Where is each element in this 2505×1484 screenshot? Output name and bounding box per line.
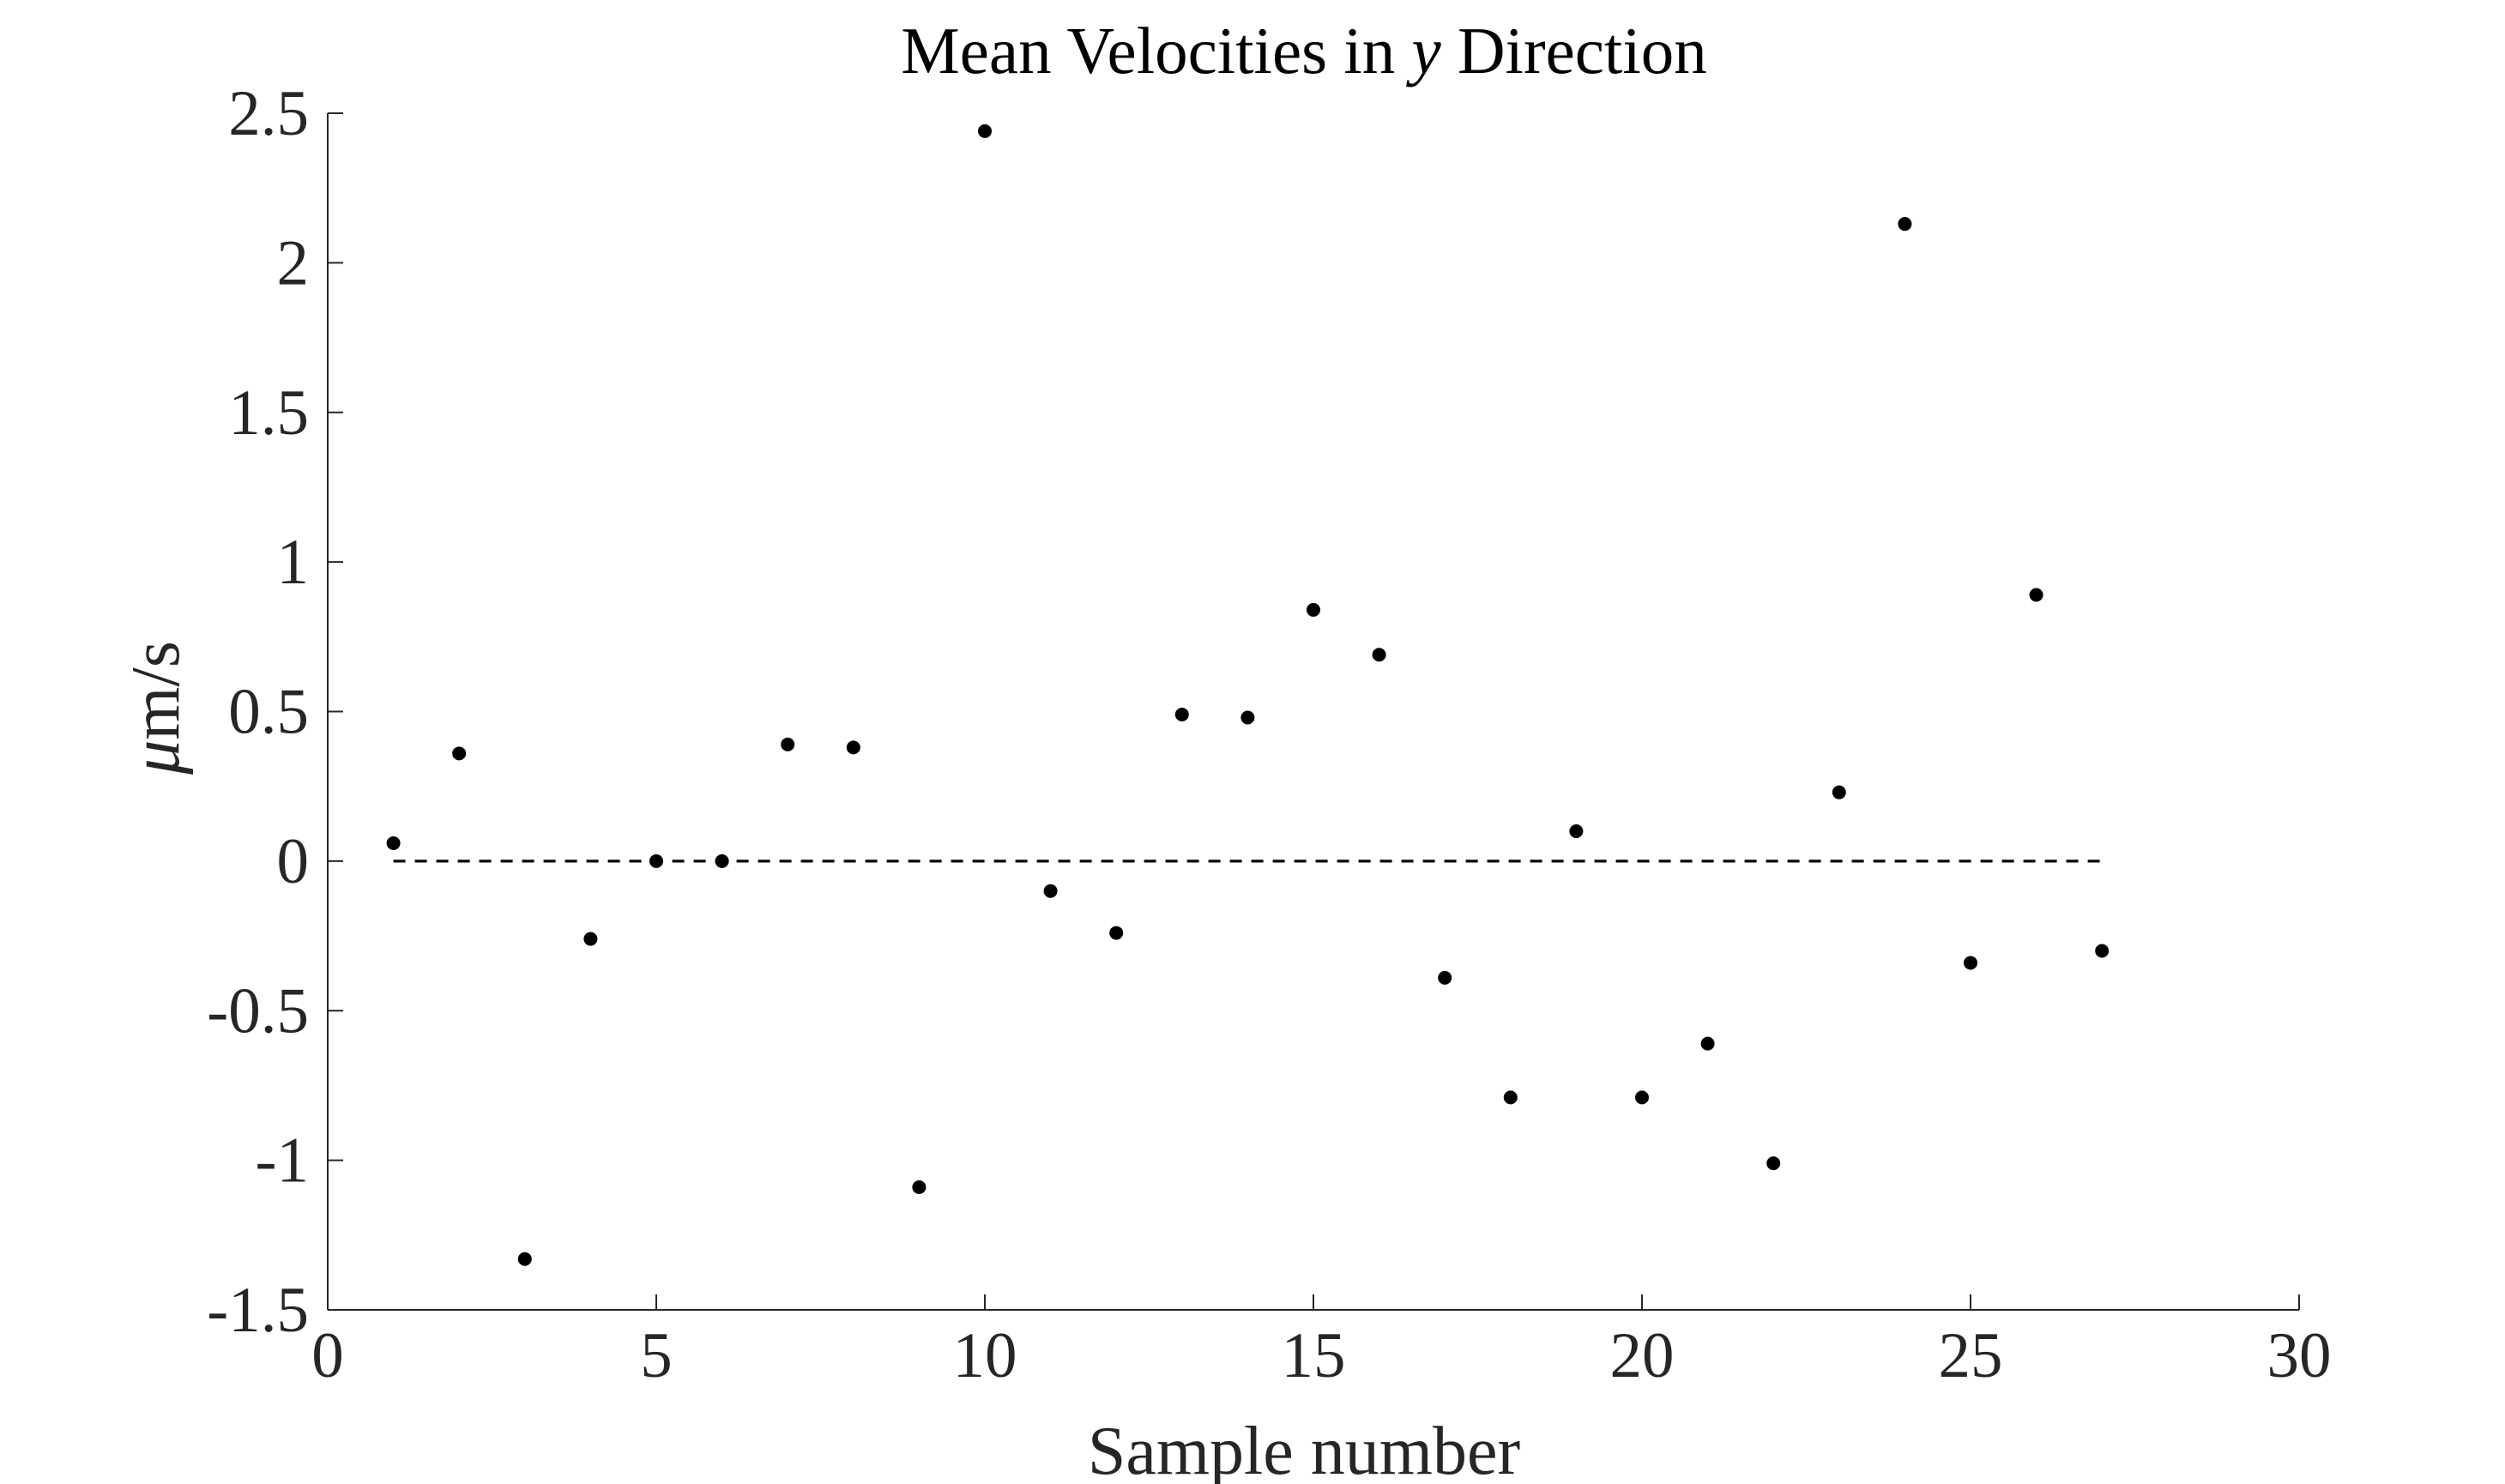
y-tick-label: 1.5 <box>228 377 309 449</box>
x-tick-label: 20 <box>1610 1320 1675 1391</box>
data-point <box>846 740 860 755</box>
y-tick-label: -1.5 <box>207 1275 309 1346</box>
data-point <box>386 836 401 850</box>
data-point <box>978 124 992 138</box>
x-tick-label: 5 <box>640 1320 673 1391</box>
data-point <box>1766 1156 1781 1171</box>
data-point <box>1569 824 1584 838</box>
data-point <box>1109 926 1124 940</box>
x-tick-label: 25 <box>1939 1320 2003 1391</box>
chart-title-variable: y <box>1406 14 1442 87</box>
data-point <box>1307 602 1320 617</box>
data-point <box>1898 217 1912 232</box>
chart-title-suffix: Direction <box>1441 14 1707 87</box>
chart-title: Mean Velocities in y Direction <box>901 14 1706 87</box>
y-tick-label: 1 <box>277 527 310 598</box>
y-axis-label-symbol: μ <box>118 740 194 775</box>
y-ticks: -1.5 -1 -0.5 0 0.5 1 1.5 2 2.5 <box>207 78 343 1346</box>
axes <box>327 113 2299 1311</box>
data-points <box>386 124 2110 1266</box>
chart-title-prefix: Mean Velocities in <box>901 14 1411 87</box>
x-ticks: 0 5 10 15 20 25 30 <box>311 1294 2332 1391</box>
x-axis-label: Sample number <box>1088 1414 1520 1484</box>
data-point <box>1503 1090 1518 1105</box>
data-point <box>1043 884 1058 898</box>
data-point <box>1174 707 1189 721</box>
x-tick-label: 0 <box>311 1320 344 1391</box>
y-tick-label: -1 <box>256 1125 309 1197</box>
data-point <box>1832 785 1846 799</box>
y-tick-label: 2 <box>277 227 310 299</box>
x-tick-label: 10 <box>953 1320 1017 1391</box>
y-tick-label: 2.5 <box>228 78 309 149</box>
data-point <box>649 854 663 868</box>
y-axis-label-unit: m/s <box>118 641 194 740</box>
data-point <box>1372 648 1386 662</box>
data-point <box>2095 944 2110 958</box>
data-point <box>517 1252 532 1266</box>
data-point <box>452 746 467 761</box>
data-point <box>1700 1036 1715 1051</box>
data-point <box>1438 970 1452 985</box>
data-point <box>2029 588 2043 602</box>
x-tick-label: 30 <box>2267 1320 2332 1391</box>
y-tick-label: 0 <box>277 826 310 897</box>
y-tick-label: 0.5 <box>228 677 309 748</box>
y-axis-label: μm/s <box>118 641 194 775</box>
data-point <box>715 854 729 868</box>
data-point <box>1635 1090 1649 1105</box>
data-point <box>583 932 598 946</box>
data-point <box>1964 956 1977 970</box>
data-point <box>912 1180 927 1195</box>
data-point <box>781 737 795 751</box>
x-tick-label: 15 <box>1282 1320 1346 1391</box>
y-tick-label: -0.5 <box>207 975 309 1047</box>
data-point <box>1240 710 1255 725</box>
